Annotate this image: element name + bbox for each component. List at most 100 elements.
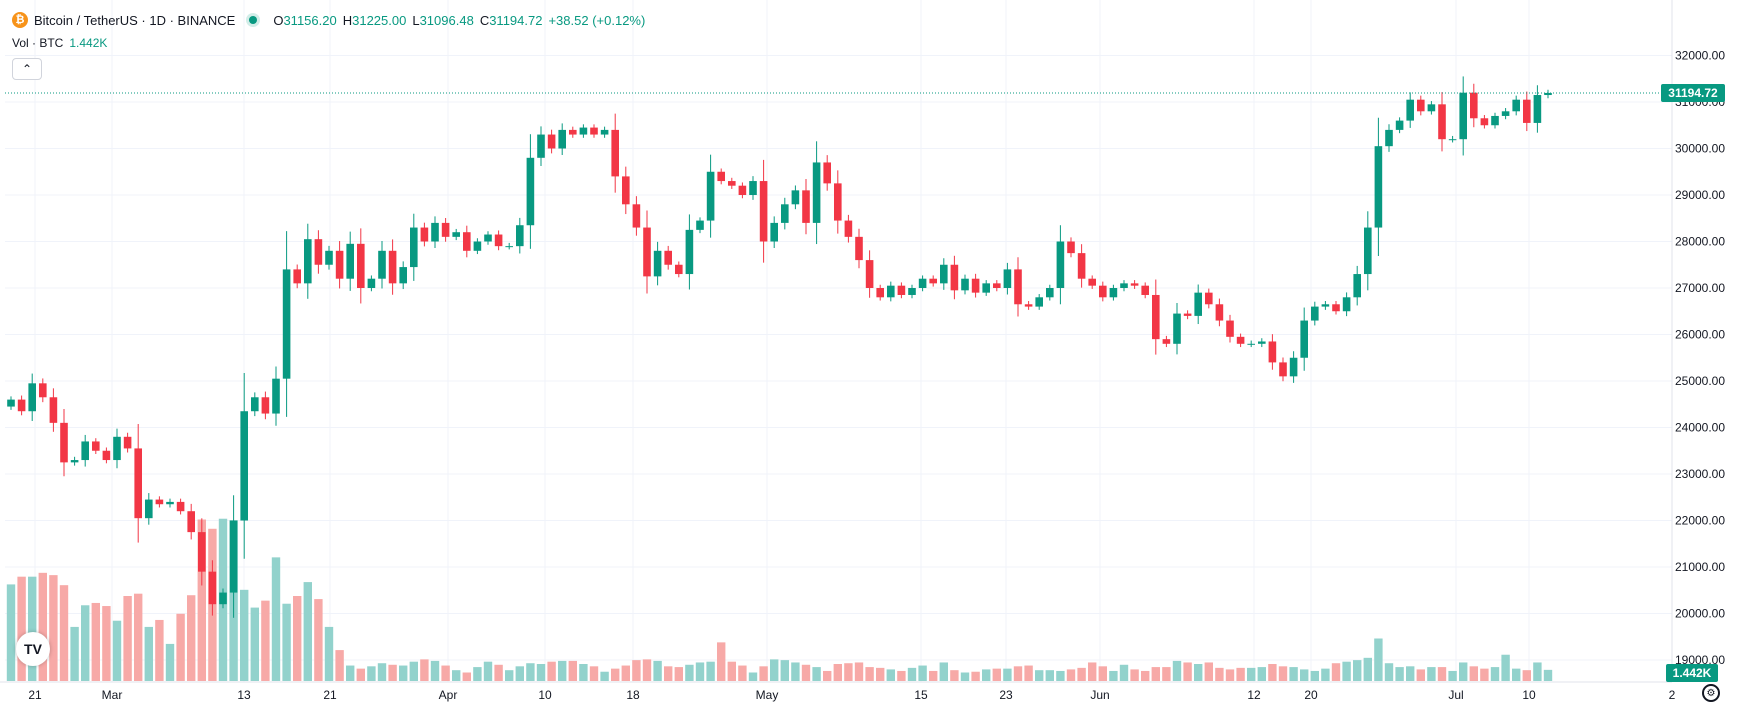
volume-bar[interactable]: [1501, 654, 1510, 681]
candle-body[interactable]: [335, 250, 344, 279]
volume-bar[interactable]: [1490, 667, 1500, 681]
volume-bar[interactable]: [28, 576, 37, 681]
candle-body[interactable]: [526, 157, 535, 226]
volume-bar[interactable]: [1151, 667, 1160, 681]
volume-bar[interactable]: [112, 620, 122, 681]
candle-body[interactable]: [547, 134, 556, 149]
volume-legend[interactable]: Vol · BTC 1.442K: [12, 36, 107, 50]
volume-bar[interactable]: [865, 667, 874, 681]
candle-body[interactable]: [1130, 283, 1139, 286]
volume-bar[interactable]: [653, 660, 662, 681]
candle-body[interactable]: [929, 278, 937, 284]
volume-bar[interactable]: [356, 668, 365, 681]
candle-body[interactable]: [1014, 269, 1022, 305]
candle-body[interactable]: [452, 232, 460, 237]
candle-body[interactable]: [1374, 146, 1383, 228]
volume-bar[interactable]: [748, 672, 758, 682]
volume-bar[interactable]: [1268, 664, 1277, 681]
volume-bar[interactable]: [494, 664, 503, 681]
volume-bar[interactable]: [473, 667, 482, 681]
volume-bar[interactable]: [1300, 669, 1309, 681]
volume-bar[interactable]: [399, 665, 408, 681]
volume-bar[interactable]: [823, 670, 832, 681]
candle-body[interactable]: [155, 499, 164, 505]
candle-body[interactable]: [251, 397, 259, 412]
volume-bar[interactable]: [695, 662, 705, 681]
candle-body[interactable]: [113, 436, 121, 461]
volume-bar[interactable]: [1066, 669, 1076, 681]
volume-bar[interactable]: [738, 665, 747, 681]
candle-body[interactable]: [1099, 285, 1107, 298]
volume-bar[interactable]: [144, 626, 153, 681]
candle-body[interactable]: [622, 176, 630, 205]
volume-bar[interactable]: [1448, 670, 1457, 681]
volume-bar[interactable]: [1109, 670, 1118, 681]
volume-bar[interactable]: [1321, 668, 1330, 681]
candle-body[interactable]: [187, 511, 195, 533]
candle-body[interactable]: [1141, 285, 1149, 295]
candle-body[interactable]: [1523, 99, 1531, 123]
candle-body[interactable]: [145, 499, 153, 519]
volume-bar[interactable]: [1522, 670, 1531, 681]
volume-bar[interactable]: [1342, 661, 1351, 681]
volume-bar[interactable]: [155, 619, 164, 681]
symbol-title[interactable]: Bitcoin / TetherUS · 1D · BINANCE: [34, 12, 236, 28]
volume-bar[interactable]: [1183, 662, 1192, 681]
candle-body[interactable]: [908, 288, 916, 295]
candle-body[interactable]: [473, 241, 482, 251]
volume-bar[interactable]: [1130, 669, 1139, 681]
volume-bar[interactable]: [1459, 662, 1468, 681]
volume-bar[interactable]: [505, 670, 514, 681]
volume-bar[interactable]: [1406, 666, 1415, 681]
volume-bar[interactable]: [950, 670, 959, 681]
volume-bar[interactable]: [388, 664, 397, 681]
candle-body[interactable]: [1417, 99, 1425, 112]
candle-body[interactable]: [1056, 241, 1065, 289]
volume-bar[interactable]: [1353, 660, 1362, 681]
candle-body[interactable]: [198, 532, 206, 572]
volume-bar[interactable]: [6, 584, 16, 681]
volume-bar[interactable]: [1480, 668, 1489, 681]
candle-body[interactable]: [123, 436, 132, 449]
candle-body[interactable]: [1067, 241, 1075, 254]
volume-bar[interactable]: [876, 667, 885, 681]
volume-bar[interactable]: [59, 585, 69, 681]
volume-bar[interactable]: [1024, 665, 1033, 681]
candle-body[interactable]: [1024, 304, 1033, 307]
volume-bar[interactable]: [929, 670, 938, 681]
candle-body[interactable]: [1448, 139, 1457, 141]
candle-body[interactable]: [590, 127, 598, 135]
volume-bar[interactable]: [897, 670, 906, 681]
tradingview-logo-icon[interactable]: TV: [16, 632, 50, 666]
candle-body[interactable]: [1491, 115, 1499, 126]
candle-body[interactable]: [484, 234, 492, 242]
candle-body[interactable]: [918, 278, 927, 288]
candle-body[interactable]: [632, 204, 641, 228]
last-price-badge[interactable]: [1661, 83, 1725, 102]
volume-bar[interactable]: [1533, 662, 1542, 681]
candle-body[interactable]: [823, 162, 831, 184]
candle-body[interactable]: [325, 250, 333, 265]
volume-bar[interactable]: [960, 672, 970, 682]
candle-body[interactable]: [855, 236, 863, 261]
volume-bar[interactable]: [1247, 667, 1256, 681]
volume-bar[interactable]: [1384, 663, 1394, 681]
candle-body[interactable]: [1459, 92, 1467, 140]
volume-bar[interactable]: [674, 667, 683, 681]
candle-body[interactable]: [463, 232, 471, 251]
candle-body[interactable]: [1279, 362, 1287, 377]
volume-bar[interactable]: [1289, 667, 1298, 681]
volume-bar[interactable]: [409, 661, 418, 681]
volume-bar[interactable]: [632, 660, 641, 681]
candle-body[interactable]: [39, 383, 47, 398]
volume-bar[interactable]: [430, 660, 440, 681]
volume-bar[interactable]: [1374, 638, 1383, 682]
candle-body[interactable]: [1173, 313, 1181, 344]
volume-bar[interactable]: [441, 665, 450, 681]
candle-body[interactable]: [1364, 227, 1372, 275]
gear-icon[interactable]: ⚙: [1702, 684, 1720, 702]
candle-body[interactable]: [176, 501, 185, 512]
candle-body[interactable]: [834, 183, 842, 221]
volume-bar[interactable]: [854, 662, 864, 681]
candle-body[interactable]: [1300, 320, 1308, 358]
